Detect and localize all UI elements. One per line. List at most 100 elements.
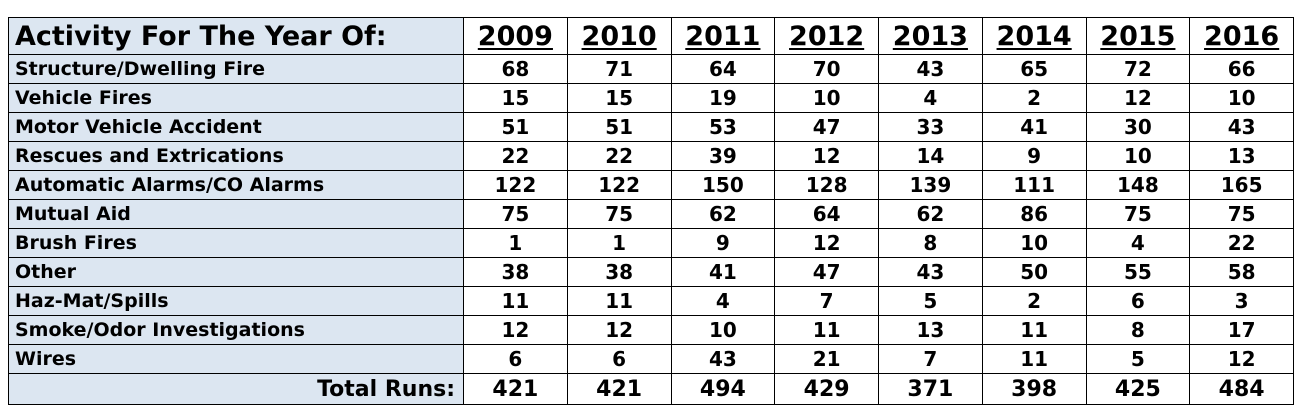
total-cell: 421 (566, 373, 672, 405)
table-cell: 38 (566, 257, 672, 287)
total-cell: 429 (774, 373, 879, 405)
table-cell: 65 (981, 54, 1087, 84)
table-cell: 62 (670, 199, 776, 229)
table-cell: 10 (774, 83, 879, 113)
table-cell: 128 (774, 170, 879, 200)
table-row: Haz-Mat/Spills 11 11 4 7 5 2 6 3 (8, 286, 1294, 316)
table-cell: 22 (566, 141, 672, 171)
table-cell: 64 (774, 199, 879, 229)
table-cell: 1 (566, 228, 672, 258)
table-row: Smoke/Odor Investigations 12 12 10 11 13 11 8 17 (8, 315, 1294, 345)
table-cell: 6 (566, 344, 672, 374)
table-cell: 12 (463, 315, 568, 345)
table-cell: 19 (670, 83, 776, 113)
table-cell: 71 (566, 54, 672, 84)
table-cell: 11 (981, 315, 1087, 345)
total-row: Total Runs: 421 421 494 429 371 398 425 484 (8, 373, 1294, 405)
table-cell: 12 (774, 228, 879, 258)
year-header: 2016 (1189, 17, 1294, 55)
table-row: Other 38 38 41 47 43 50 55 58 (8, 257, 1294, 287)
table-cell: 2 (981, 83, 1087, 113)
table-cell: 22 (463, 141, 568, 171)
table-cell: 51 (566, 112, 672, 142)
table-row: Automatic Alarms/CO Alarms 122 122 150 128 13… (8, 170, 1294, 200)
table-cell: 122 (463, 170, 568, 200)
table-cell: 9 (670, 228, 776, 258)
table-cell: 13 (1189, 141, 1294, 171)
row-label: Structure/Dwelling Fire (8, 54, 464, 84)
activity-table: Activity For The Year Of: 2009 2010 2011 20… (8, 17, 1294, 405)
table-cell: 15 (566, 83, 672, 113)
table-cell: 17 (1189, 315, 1294, 345)
table-cell: 122 (566, 170, 672, 200)
table-cell: 75 (1189, 199, 1294, 229)
table-cell: 39 (670, 141, 776, 171)
table-cell: 11 (981, 344, 1087, 374)
table-cell: 70 (774, 54, 879, 84)
table-row: Structure/Dwelling Fire 68 71 64 70 43 65 72 66 (8, 54, 1294, 84)
table-row: Wires 6 6 43 21 7 11 5 12 (8, 344, 1294, 374)
total-cell: 484 (1189, 373, 1294, 405)
table-cell: 30 (1085, 112, 1191, 142)
table-cell: 10 (981, 228, 1087, 258)
table-cell: 6 (463, 344, 568, 374)
table-cell: 12 (774, 141, 879, 171)
table-cell: 22 (1189, 228, 1294, 258)
table-cell: 11 (774, 315, 879, 345)
table-cell: 12 (1085, 83, 1191, 113)
row-label: Motor Vehicle Accident (8, 112, 464, 142)
table-cell: 5 (1085, 344, 1191, 374)
table-cell: 38 (463, 257, 568, 287)
year-header: 2011 (670, 17, 776, 55)
table-cell: 75 (1085, 199, 1191, 229)
table-cell: 51 (463, 112, 568, 142)
row-label: Brush Fires (8, 228, 464, 258)
table-cell: 86 (981, 199, 1087, 229)
table-cell: 10 (670, 315, 776, 345)
table-cell: 43 (1189, 112, 1294, 142)
table-cell: 5 (878, 286, 983, 316)
table-cell: 2 (981, 286, 1087, 316)
table-cell: 4 (1085, 228, 1191, 258)
total-cell: 494 (670, 373, 776, 405)
table-cell: 75 (566, 199, 672, 229)
table-cell: 10 (1189, 83, 1294, 113)
table-cell: 9 (981, 141, 1087, 171)
year-header: 2014 (981, 17, 1087, 55)
table-cell: 55 (1085, 257, 1191, 287)
table-cell: 43 (670, 344, 776, 374)
table-cell: 47 (774, 257, 879, 287)
table-row: Vehicle Fires 15 15 19 10 4 2 12 10 (8, 83, 1294, 113)
table-cell: 4 (670, 286, 776, 316)
table-cell: 7 (774, 286, 879, 316)
table-cell: 41 (670, 257, 776, 287)
total-cell: 398 (981, 373, 1087, 405)
header-label: Activity For The Year Of: (8, 17, 464, 55)
table-cell: 68 (463, 54, 568, 84)
year-header: 2013 (878, 17, 983, 55)
total-cell: 421 (463, 373, 568, 405)
table-cell: 6 (1085, 286, 1191, 316)
table-row: Brush Fires 1 1 9 12 8 10 4 22 (8, 228, 1294, 258)
row-label: Vehicle Fires (8, 83, 464, 113)
table-cell: 62 (878, 199, 983, 229)
table-cell: 111 (981, 170, 1087, 200)
table-cell: 75 (463, 199, 568, 229)
table-cell: 47 (774, 112, 879, 142)
table-cell: 43 (878, 257, 983, 287)
total-cell: 371 (878, 373, 983, 405)
table-row: Motor Vehicle Accident 51 51 53 47 33 41 30 43 (8, 112, 1294, 142)
table-cell: 12 (566, 315, 672, 345)
year-header: 2010 (566, 17, 672, 55)
table-body: Structure/Dwelling Fire 68 71 64 70 43 65 72 66 V… (8, 54, 1294, 374)
table-cell: 58 (1189, 257, 1294, 287)
table-cell: 14 (878, 141, 983, 171)
total-cell: 425 (1085, 373, 1191, 405)
table-cell: 8 (878, 228, 983, 258)
table-cell: 1 (463, 228, 568, 258)
table-cell: 148 (1085, 170, 1191, 200)
year-header: 2012 (774, 17, 879, 55)
year-header: 2009 (463, 17, 568, 55)
table-cell: 21 (774, 344, 879, 374)
table-cell: 7 (878, 344, 983, 374)
